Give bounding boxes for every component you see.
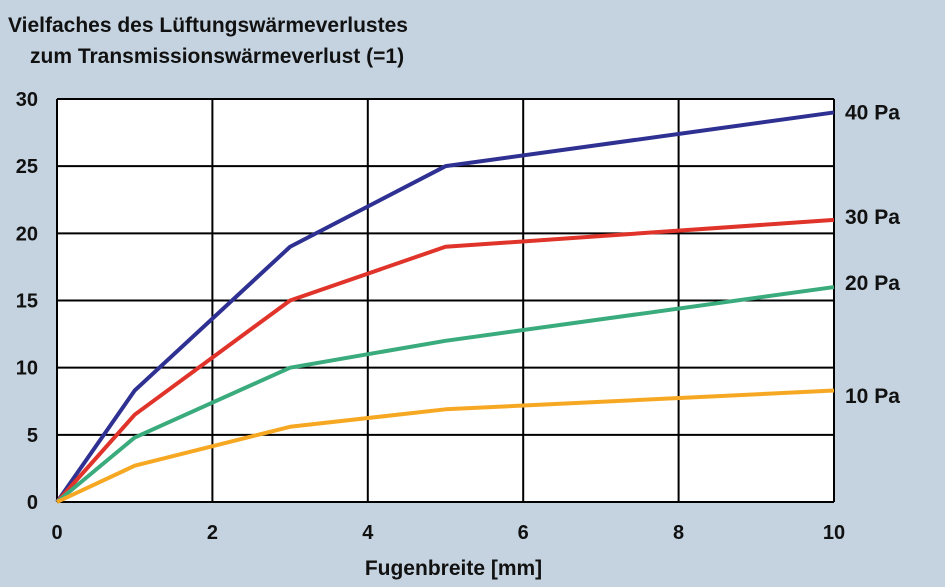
series-label: 40 Pa — [845, 101, 900, 124]
series-label: 30 Pa — [845, 206, 900, 229]
x-tick-label: 4 — [362, 522, 374, 544]
x-tick-label: 10 — [823, 522, 845, 544]
x-axis-ticks: 0 2 4 6 8 10 — [51, 522, 845, 544]
x-tick-label: 2 — [207, 522, 218, 544]
series-label: 10 Pa — [845, 385, 900, 408]
chart-title-line-1: Vielfaches des Lüftungswärmeverlustes — [8, 14, 408, 37]
series-line-40-pa — [55, 110, 835, 504]
x-tick-label: 8 — [673, 522, 684, 544]
y-tick-label: 10 — [16, 358, 38, 380]
chart-title: Vielfaches des Lüftungswärmeverlustes zu… — [8, 10, 408, 72]
y-tick-label: 0 — [27, 492, 38, 514]
y-axis-ticks: 0 5 10 15 20 25 30 — [16, 89, 38, 514]
series-line-30-pa — [55, 217, 835, 504]
y-tick-label: 15 — [16, 291, 38, 313]
x-tick-label: 0 — [51, 522, 62, 544]
series-labels: 40 Pa 30 Pa 20 Pa 10 Pa — [845, 101, 900, 407]
series-label: 20 Pa — [845, 272, 900, 295]
y-tick-label: 5 — [27, 425, 38, 447]
x-axis-label: Fugenbreite [mm] — [365, 557, 542, 580]
series-line-10-pa — [56, 388, 835, 504]
y-tick-label: 25 — [16, 156, 38, 178]
y-tick-label: 30 — [16, 89, 38, 111]
x-tick-label: 6 — [518, 522, 529, 544]
chart-title-line-2: zum Transmissionswärmeverlust (=1) — [30, 45, 405, 68]
grid-lines — [56, 98, 835, 503]
y-tick-label: 20 — [16, 223, 38, 245]
series-lines — [55, 110, 835, 504]
series-line-20-pa — [55, 285, 835, 504]
